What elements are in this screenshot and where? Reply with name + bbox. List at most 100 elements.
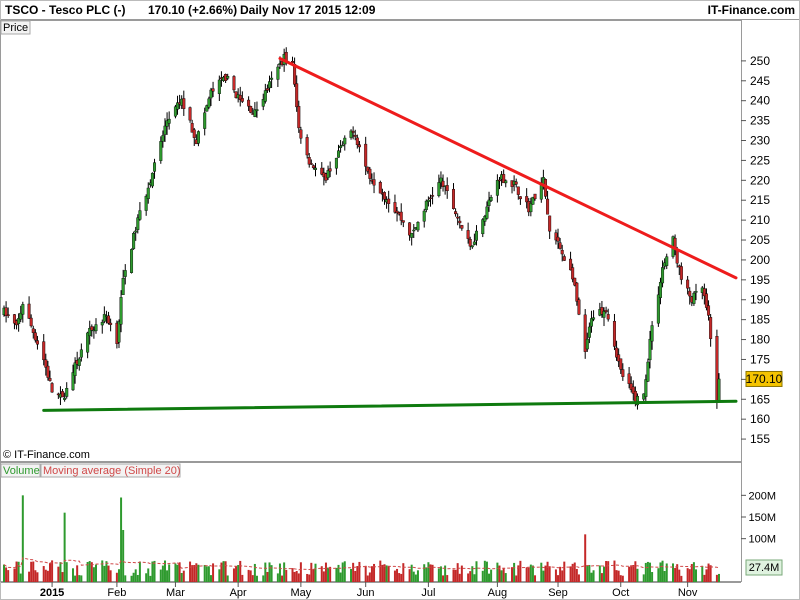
volume-bar [590, 572, 593, 582]
volume-bar [5, 567, 8, 582]
volume-bar [343, 561, 346, 582]
candle-body [42, 341, 46, 361]
candle-body [190, 123, 194, 133]
candle-body [71, 372, 75, 391]
candle-body [619, 358, 623, 370]
volume-bar [310, 562, 313, 582]
volume-bar [615, 570, 618, 582]
volume-bar [456, 563, 459, 582]
volume-bar [540, 562, 543, 582]
volume-bar [690, 564, 693, 582]
volume-bar [715, 574, 718, 582]
volume-bar [322, 571, 325, 582]
volume-bar [366, 575, 369, 582]
volume-bar [427, 562, 430, 582]
volume-bar [197, 564, 200, 582]
volume-bar [632, 564, 635, 582]
volume-bar [573, 562, 576, 582]
volume-bar [352, 562, 355, 582]
candle-body [205, 105, 209, 112]
volume-bar [515, 575, 518, 582]
volume-bar [621, 575, 624, 582]
volume-bar [13, 568, 16, 582]
volume-bar [613, 560, 616, 582]
candle-body [176, 102, 180, 110]
volume-bar [500, 570, 503, 582]
candle-body [132, 233, 136, 249]
volume-bar [149, 575, 152, 582]
volume-bar [408, 569, 411, 582]
volume-bar [373, 563, 376, 582]
candle-body [343, 137, 347, 145]
volume-bar [488, 573, 491, 582]
candle-body [31, 328, 35, 333]
volume-bar [247, 569, 250, 582]
candle-body [489, 197, 493, 201]
volume-bar [341, 562, 344, 582]
volume-bar [270, 565, 273, 582]
candle-body [702, 288, 706, 297]
candle-body [629, 383, 633, 390]
candle-body [460, 225, 464, 229]
candle-body [525, 196, 529, 203]
volume-bar [709, 565, 712, 582]
candle-body [119, 297, 123, 325]
candle-body [692, 292, 696, 304]
volume-bar [61, 572, 64, 582]
volume-bar [178, 562, 181, 582]
candle-body [238, 95, 242, 100]
volume-bar [30, 561, 33, 582]
candle-body [86, 332, 90, 353]
candle-body [79, 349, 83, 358]
price-tick-label: 185 [750, 313, 770, 327]
candle-body [514, 181, 518, 185]
volume-bar [672, 563, 675, 582]
price-tick-label: 205 [750, 233, 770, 247]
volume-bar [337, 564, 340, 582]
candle-body [320, 167, 324, 175]
volume-bar [642, 574, 645, 582]
candle-body [487, 199, 491, 206]
candle-body [497, 179, 501, 182]
volume-bar [393, 570, 396, 582]
candle-body [159, 141, 163, 161]
candle-body [276, 66, 280, 80]
candle-body [707, 305, 711, 316]
volume-bar [636, 568, 639, 582]
date-tick-label: Mar [166, 587, 185, 599]
candle-body [35, 340, 39, 345]
date-tick-label: Jun [357, 587, 375, 599]
candle-body [6, 314, 10, 317]
candle-body [102, 314, 106, 322]
price-tick-label: 175 [750, 352, 770, 366]
volume-bar [205, 566, 208, 582]
last-price-tag: 170.10 [745, 370, 783, 387]
volume-bar [379, 560, 382, 582]
volume-bar [281, 575, 284, 582]
volume-bar [120, 497, 123, 582]
volume-bar [235, 566, 238, 582]
candle-body [90, 326, 94, 331]
volume-bar [122, 530, 125, 582]
resistance-trendline [278, 56, 738, 280]
candle-body [353, 134, 357, 137]
date-tick-label: Jul [421, 587, 435, 599]
price-tick-label: 245 [750, 74, 770, 88]
date-tick-label: May [290, 587, 311, 599]
candle-body [29, 317, 33, 327]
candle-body [211, 88, 215, 92]
volume-bar [356, 566, 359, 582]
volume-bars [3, 495, 720, 582]
date-tick-label: Apr [230, 587, 247, 599]
period-text: Daily [240, 3, 269, 17]
candle-body [209, 89, 213, 99]
volume-bar [203, 564, 206, 582]
volume-bar [264, 562, 267, 582]
chart-header: TSCO - Tesco PLC (-) 170.10 (+2.66%) Dai… [1, 1, 799, 20]
volume-bar [253, 563, 256, 582]
candle-body [717, 378, 721, 401]
candle-body [207, 98, 211, 108]
candle-body [604, 310, 608, 312]
candle-body [123, 270, 127, 277]
candle-body [589, 318, 593, 327]
